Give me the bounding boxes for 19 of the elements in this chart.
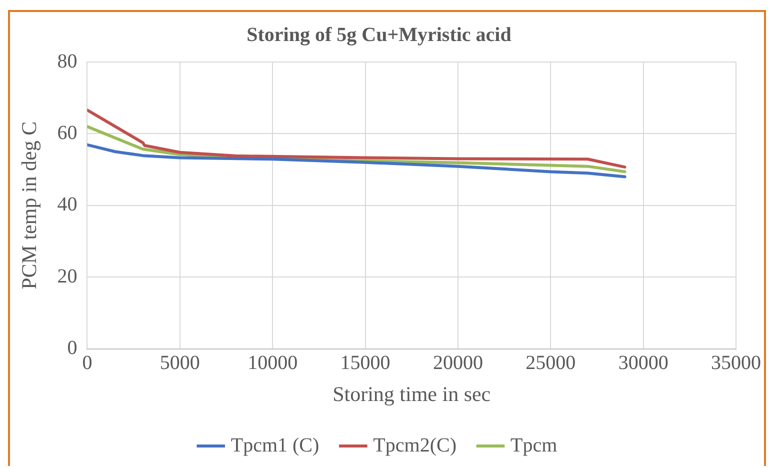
x-axis-title: Storing time in sec <box>332 382 491 406</box>
legend-label: Tpcm <box>510 434 558 456</box>
chart-title: Storing of 5g Cu+Myristic acid <box>246 24 512 46</box>
x-tick-label: 15000 <box>340 352 390 374</box>
y-tick-label: 40 <box>57 194 78 216</box>
y-tick-label: 60 <box>57 122 78 144</box>
x-tick-label: 35000 <box>711 352 761 374</box>
x-tick-label: 0 <box>82 352 92 374</box>
x-tick-label: 25000 <box>526 352 576 374</box>
y-tick-label: 0 <box>67 337 78 360</box>
y-axis-title: PCM temp in deg C <box>17 121 42 290</box>
y-tick-label: 20 <box>57 265 78 288</box>
y-tick-label: 80 <box>57 50 78 72</box>
x-tick-label: 10000 <box>248 352 298 374</box>
x-tick-label: 20000 <box>432 352 483 374</box>
x-tick-label: 5000 <box>160 352 200 374</box>
legend-label: Tpcm2(C) <box>373 434 456 456</box>
legend-label: Tpcm1 (C) <box>230 434 320 456</box>
x-tick-label: 30000 <box>618 352 668 374</box>
